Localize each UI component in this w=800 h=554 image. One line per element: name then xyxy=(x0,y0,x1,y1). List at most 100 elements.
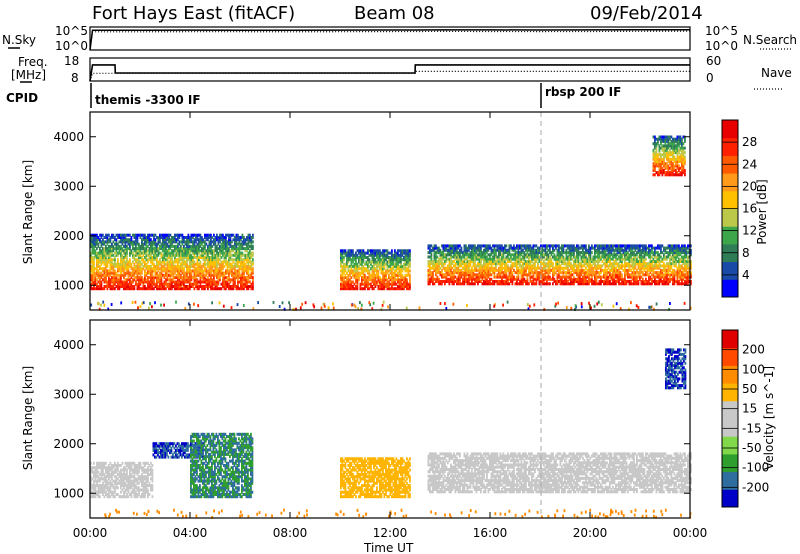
power-cell xyxy=(591,280,593,283)
power-cell xyxy=(144,233,146,237)
power-cell xyxy=(459,275,461,279)
power-cell xyxy=(438,268,440,272)
power-cell xyxy=(252,269,254,273)
power-cell xyxy=(361,256,363,259)
power-cell xyxy=(520,275,523,279)
power-cell xyxy=(201,251,203,255)
power-cell xyxy=(207,249,209,253)
power-cell xyxy=(469,282,472,286)
power-cell xyxy=(495,260,497,263)
power-cell xyxy=(138,271,140,275)
power-cell xyxy=(184,276,187,280)
power-cell xyxy=(243,253,245,257)
power-cell xyxy=(343,282,345,286)
power-cell xyxy=(613,264,616,268)
power-cell xyxy=(475,255,478,259)
power-cell xyxy=(556,282,559,286)
power-cell xyxy=(210,273,212,277)
power-cell xyxy=(454,255,457,259)
power-cell xyxy=(244,267,247,271)
power-cell xyxy=(526,266,529,270)
power-cell xyxy=(601,255,604,259)
power-cell xyxy=(183,280,185,284)
power-cell xyxy=(153,251,155,255)
power-cell xyxy=(367,271,369,275)
power-cell xyxy=(540,244,542,248)
power-cell xyxy=(163,276,166,280)
power-cell xyxy=(490,257,493,261)
power-cell xyxy=(118,276,121,280)
power-cell xyxy=(573,253,575,257)
power-cell xyxy=(577,282,580,286)
power-cell xyxy=(174,260,176,264)
power-cell xyxy=(499,251,502,255)
power-cell xyxy=(192,249,194,253)
power-cell xyxy=(108,276,110,280)
power-cell xyxy=(220,260,223,264)
power-cell xyxy=(150,233,152,237)
power-cell xyxy=(106,251,109,255)
power-cell xyxy=(216,273,218,277)
power-cell xyxy=(244,240,247,244)
power-cell xyxy=(571,257,574,261)
power-cell xyxy=(124,240,127,244)
power-cell xyxy=(350,258,353,262)
power-cell xyxy=(469,268,472,272)
power-cell xyxy=(91,233,94,237)
power-cell xyxy=(459,251,461,255)
power-cell xyxy=(582,246,584,250)
power-cell xyxy=(609,244,611,248)
power-cell xyxy=(171,258,173,262)
power-cell xyxy=(172,249,175,253)
power-cell xyxy=(177,251,179,255)
power-cell xyxy=(489,280,491,283)
power-cell xyxy=(213,276,215,280)
power-cell xyxy=(472,255,475,259)
power-cell xyxy=(105,262,107,266)
power-cell xyxy=(472,260,475,263)
power-cell xyxy=(639,244,641,248)
power-cell xyxy=(121,247,124,251)
power-cell xyxy=(120,282,122,286)
power-cell xyxy=(91,256,94,259)
power-cell xyxy=(199,285,202,288)
power-cell xyxy=(373,269,375,273)
power-cell xyxy=(223,278,226,282)
power-cell xyxy=(231,249,233,253)
power-cell xyxy=(133,269,136,273)
power-cell xyxy=(457,271,460,275)
power-cell xyxy=(361,264,363,268)
power-cell xyxy=(633,253,635,257)
power-cell xyxy=(450,273,452,277)
power-cell xyxy=(388,260,390,264)
power-cell xyxy=(210,282,212,286)
power-cell xyxy=(477,255,479,259)
power-cell xyxy=(556,280,559,283)
power-cell xyxy=(129,240,131,244)
power-cell xyxy=(202,273,205,277)
power-cell xyxy=(508,253,511,257)
power-cell xyxy=(189,280,191,284)
power-cell xyxy=(213,242,215,246)
power-cell xyxy=(474,248,476,252)
power-cell xyxy=(383,276,386,280)
power-cell xyxy=(574,260,577,263)
power-cell xyxy=(532,280,535,283)
power-cell xyxy=(510,271,512,275)
power-cell xyxy=(427,255,430,259)
power-cell xyxy=(208,240,211,244)
power-cell xyxy=(377,280,380,284)
power-cell xyxy=(477,253,479,257)
power-cell xyxy=(166,251,169,255)
power-cell xyxy=(522,273,524,277)
power-cell xyxy=(130,249,133,253)
power-cell xyxy=(389,264,392,268)
power-cell xyxy=(643,255,646,259)
power-cell xyxy=(142,249,145,253)
power-cell xyxy=(610,248,613,252)
power-cell xyxy=(196,251,199,255)
power-cell xyxy=(450,262,452,266)
power-cell xyxy=(232,253,235,257)
power-cell xyxy=(163,264,166,268)
power-cell xyxy=(102,238,104,242)
